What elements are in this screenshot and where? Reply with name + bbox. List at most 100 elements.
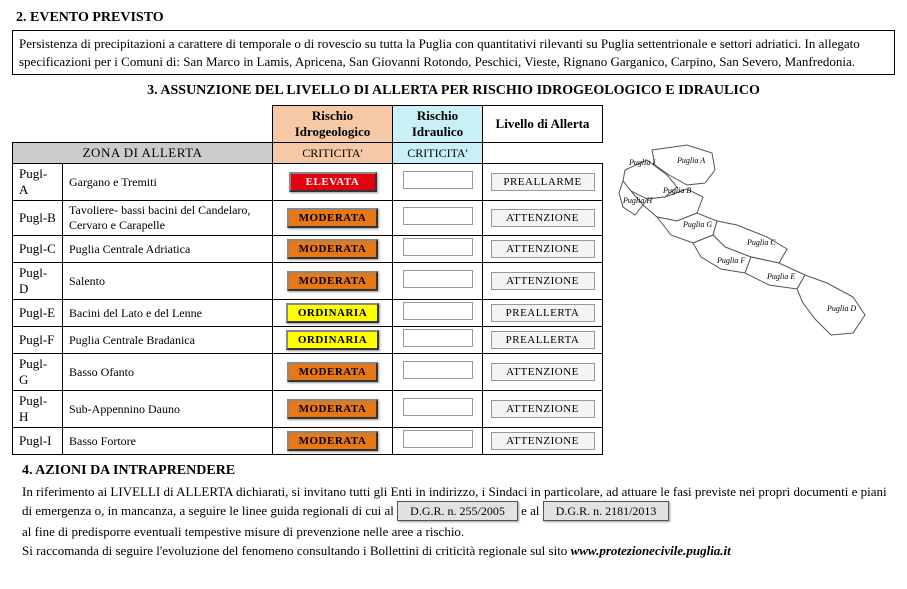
- azioni-p1b: e al: [521, 503, 543, 518]
- idraul-empty: [403, 238, 473, 256]
- idrogeo-cell: MODERATA: [273, 354, 393, 391]
- criticita-pill: MODERATA: [287, 399, 379, 419]
- section-2-title: 2. EVENTO PREVISTO: [16, 10, 895, 26]
- zone-code: Pugl-B: [13, 201, 63, 236]
- crit-idraul: CRITICITA': [393, 143, 483, 164]
- idrogeo-cell: MODERATA: [273, 391, 393, 428]
- table-row: Pugl-EBacini del Lato e del Lenne ORDINAR…: [13, 300, 603, 327]
- zone-name: Puglia Centrale Adriatica: [63, 236, 273, 263]
- zone-name: Tavoliere- bassi bacini del Candelaro, C…: [63, 201, 273, 236]
- idrogeo-cell: MODERATA: [273, 201, 393, 236]
- idrogeo-cell: MODERATA: [273, 263, 393, 300]
- livello-cell: ATTENZIONE: [483, 428, 603, 455]
- idraul-cell: [393, 391, 483, 428]
- livello-box: ATTENZIONE: [491, 240, 595, 258]
- livello-cell: ATTENZIONE: [483, 236, 603, 263]
- map-label: Puglia H: [622, 196, 653, 205]
- zone-name: Basso Fortore: [63, 428, 273, 455]
- zone-name: Sub-Appennino Dauno: [63, 391, 273, 428]
- azioni-p2: al fine di predisporre eventuali tempest…: [22, 523, 895, 541]
- livello-cell: ATTENZIONE: [483, 354, 603, 391]
- criticita-pill: ORDINARIA: [286, 330, 379, 350]
- col-idraul-header: Rischio Idraulico: [393, 106, 483, 143]
- criticita-pill: MODERATA: [287, 208, 379, 228]
- zone-name: Basso Ofanto: [63, 354, 273, 391]
- zone-code: Pugl-D: [13, 263, 63, 300]
- livello-box: ATTENZIONE: [491, 400, 595, 418]
- idraul-cell: [393, 263, 483, 300]
- criticita-pill: ORDINARIA: [286, 303, 379, 323]
- map-label: Puglia D: [826, 304, 856, 313]
- zone-name: Puglia Centrale Bradanica: [63, 327, 273, 354]
- zone-code: Pugl-A: [13, 164, 63, 201]
- spacer: [483, 143, 603, 164]
- livello-cell: PREALLARME: [483, 164, 603, 201]
- map-label: Puglia C: [746, 238, 776, 247]
- livello-box: PREALLERTA: [491, 331, 595, 349]
- idraul-empty: [403, 361, 473, 379]
- zona-header: ZONA DI ALLERTA: [13, 143, 273, 164]
- table-row: Pugl-AGargano e Tremiti ELEVATA PREALLARME: [13, 164, 603, 201]
- livello-cell: PREALLERTA: [483, 300, 603, 327]
- table-row: Pugl-BTavoliere- bassi bacini del Candel…: [13, 201, 603, 236]
- idrogeo-cell: MODERATA: [273, 428, 393, 455]
- map-label: Puglia F: [716, 256, 745, 265]
- azioni-p3: Si raccomanda di seguire l'evoluzione de…: [22, 542, 895, 560]
- map-label: Puglia G: [682, 220, 712, 229]
- section-2-body: Persistenza di precipitazioni a caratter…: [12, 30, 895, 75]
- zone-code: Pugl-I: [13, 428, 63, 455]
- idraul-cell: [393, 327, 483, 354]
- idraul-empty: [403, 398, 473, 416]
- idraul-cell: [393, 354, 483, 391]
- idrogeo-cell: MODERATA: [273, 236, 393, 263]
- dgr-255-2005-button[interactable]: D.G.R. n. 255/2005: [397, 501, 518, 521]
- dgr-2181-2013-button[interactable]: D.G.R. n. 2181/2013: [543, 501, 670, 521]
- zone-name: Bacini del Lato e del Lenne: [63, 300, 273, 327]
- azioni-p3a: Si raccomanda di seguire l'evoluzione de…: [22, 543, 571, 558]
- map-label: Puglia B: [662, 186, 691, 195]
- site-link[interactable]: www.protezionecivile.puglia.it: [571, 543, 731, 558]
- section-3-title: 3. ASSUNZIONE DEL LIVELLO DI ALLERTA PER…: [12, 83, 895, 99]
- idraul-empty: [403, 430, 473, 448]
- livello-box: ATTENZIONE: [491, 272, 595, 290]
- zone-code: Pugl-F: [13, 327, 63, 354]
- criticita-pill: MODERATA: [287, 239, 379, 259]
- table-row: Pugl-IBasso FortoreMODERATA ATTENZIONE: [13, 428, 603, 455]
- table-row: Pugl-DSalentoMODERATA ATTENZIONE: [13, 263, 603, 300]
- idrogeo-cell: ELEVATA: [273, 164, 393, 201]
- map-label: Puglia I: [628, 158, 655, 167]
- livello-box: PREALLARME: [491, 173, 595, 191]
- table-row: Pugl-GBasso OfantoMODERATAATTENZIONE: [13, 354, 603, 391]
- livello-box: PREALLERTA: [491, 304, 595, 322]
- spacer: [13, 106, 273, 143]
- zone-code: Pugl-E: [13, 300, 63, 327]
- col-livello-header: Livello di Allerta: [483, 106, 603, 143]
- table-row: Pugl-HSub-Appennino Dauno MODERATA ATTENZI…: [13, 391, 603, 428]
- livello-cell: ATTENZIONE: [483, 201, 603, 236]
- idraul-cell: [393, 201, 483, 236]
- table-row: Pugl-CPuglia Centrale Adriatica MODERATA A…: [13, 236, 603, 263]
- map-label: Puglia A: [676, 156, 705, 165]
- col-idrogeo-header: Rischio Idrogeologico: [273, 106, 393, 143]
- azioni-p1: In riferimento ai LIVELLI di ALLERTA dic…: [22, 483, 895, 521]
- idrogeo-cell: ORDINARIA: [273, 327, 393, 354]
- livello-cell: ATTENZIONE: [483, 391, 603, 428]
- alert-table: Rischio Idrogeologico Rischio Idraulico …: [12, 105, 603, 455]
- zone-name: Gargano e Tremiti: [63, 164, 273, 201]
- zone-name: Salento: [63, 263, 273, 300]
- idraul-empty: [403, 329, 473, 347]
- idraul-empty: [403, 302, 473, 320]
- zone-code: Pugl-C: [13, 236, 63, 263]
- livello-box: ATTENZIONE: [491, 209, 595, 227]
- criticita-pill: ELEVATA: [289, 172, 377, 192]
- table-row: Pugl-FPuglia Centrale Bradanica ORDINARIA…: [13, 327, 603, 354]
- livello-cell: PREALLERTA: [483, 327, 603, 354]
- idraul-empty: [403, 270, 473, 288]
- crit-idrogeo: CRITICITA': [273, 143, 393, 164]
- map-label: Puglia E: [766, 272, 795, 281]
- idraul-cell: [393, 300, 483, 327]
- livello-box: ATTENZIONE: [491, 363, 595, 381]
- idraul-cell: [393, 164, 483, 201]
- section-4-title: 4. AZIONI DA INTRAPRENDERE: [22, 463, 895, 479]
- zone-code: Pugl-H: [13, 391, 63, 428]
